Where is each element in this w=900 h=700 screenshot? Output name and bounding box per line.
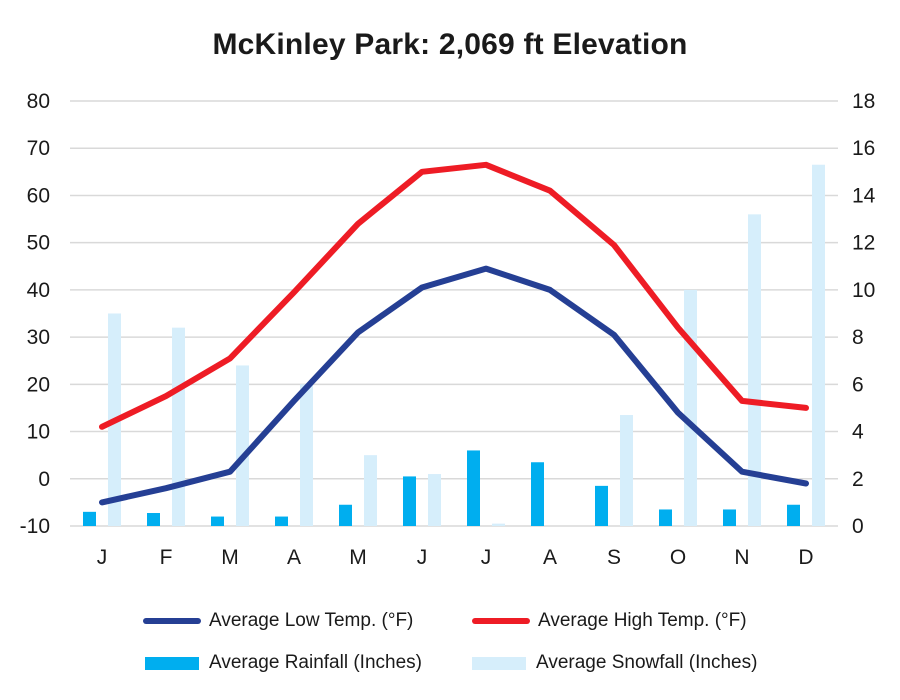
- right-axis-tick-label: 6: [852, 373, 864, 396]
- snowfall-bar: [364, 455, 377, 526]
- right-axis-tick-label: 14: [852, 184, 876, 207]
- snowfall-bar: [300, 384, 313, 526]
- right-axis-tick-label: 18: [852, 90, 875, 113]
- x-axis-tick-label: S: [607, 546, 621, 569]
- snowfall-bar: [172, 327, 185, 526]
- left-axis-tick-label: 60: [27, 184, 50, 207]
- left-axis-tick-label: 20: [27, 373, 50, 396]
- lines: [99, 161, 809, 506]
- x-axis-tick-label: N: [734, 546, 749, 569]
- left-axis-tick-label: 10: [27, 421, 50, 444]
- x-axis-tick-label: J: [481, 546, 492, 569]
- rainfall-bar: [723, 509, 736, 526]
- rainfall-bar: [147, 513, 160, 526]
- left-axis-tick-label: -10: [20, 515, 50, 538]
- right-axis-tick-label: 8: [852, 326, 864, 349]
- rainfall-bar: [83, 511, 96, 526]
- bars: [83, 164, 825, 527]
- x-axis-tick-label: J: [417, 546, 428, 569]
- high-temp-line: [99, 161, 809, 430]
- rainfall-bar: [595, 485, 608, 526]
- snowfall-bar: [492, 523, 505, 526]
- snowfall-bar: [812, 164, 825, 526]
- right-axis-tick-label: 12: [852, 232, 875, 255]
- chart-title: McKinley Park: 2,069 ft Elevation: [212, 28, 688, 61]
- x-axis-tick-label: J: [97, 546, 108, 569]
- x-axis-tick-label: F: [160, 546, 173, 569]
- rainfall-bar: [531, 462, 544, 526]
- snowfall-bar: [620, 415, 633, 526]
- snowfall-bar: [236, 365, 249, 526]
- left-axis-tick-label: 30: [27, 326, 50, 349]
- snowfall-bar: [748, 214, 761, 527]
- rainfall-bar: [467, 450, 480, 526]
- x-axis-tick-label: M: [221, 546, 239, 569]
- x-axis-tick-label: O: [670, 546, 686, 569]
- right-axis-tick-label: 2: [852, 468, 864, 491]
- rainfall-bar: [339, 504, 352, 526]
- left-axis-tick-label: 50: [27, 232, 50, 255]
- left-axis-tick-label: 80: [27, 90, 50, 113]
- rainfall-bar: [403, 476, 416, 526]
- rainfall-bar: [211, 516, 224, 526]
- rainfall-bar: [787, 504, 800, 526]
- snowfall-bar: [684, 289, 697, 526]
- right-axis-tick-label: 4: [852, 421, 864, 444]
- right-axis-tick-label: 0: [852, 515, 864, 538]
- x-axis-tick-label: A: [543, 546, 557, 569]
- right-axis-tick-label: 10: [852, 279, 875, 302]
- right-axis-tick-label: 16: [852, 137, 875, 160]
- low-temp-line: [99, 265, 809, 506]
- left-axis-tick-label: 40: [27, 279, 50, 302]
- rainfall-bar: [659, 509, 672, 526]
- x-axis-tick-label: M: [349, 546, 367, 569]
- left-axis-tick-label: 0: [38, 468, 50, 491]
- rainfall-bar: [275, 516, 288, 526]
- left-axis-tick-label: 70: [27, 137, 50, 160]
- gridlines: [70, 100, 838, 527]
- x-axis-tick-label: A: [287, 546, 301, 569]
- x-axis-tick-label: D: [798, 546, 813, 569]
- snowfall-bar: [428, 474, 441, 526]
